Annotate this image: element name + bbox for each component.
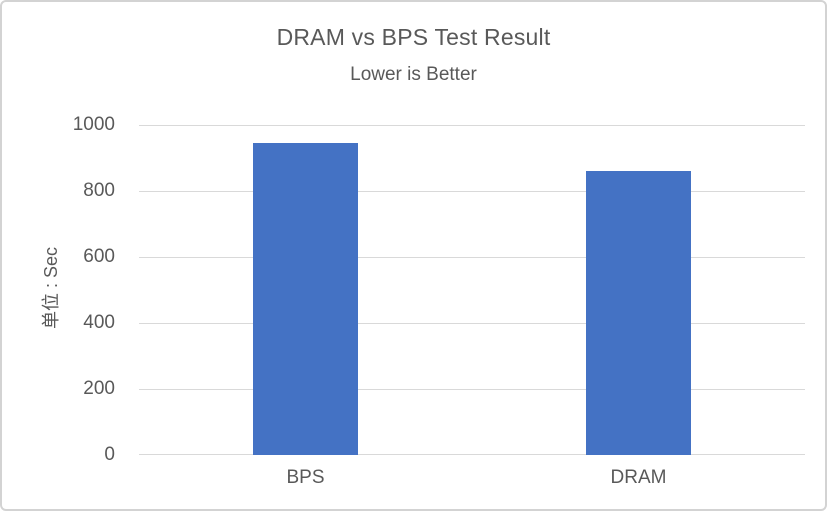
gridline-400 (139, 322, 805, 324)
gridline-800 (139, 190, 805, 192)
x-category-label-bps: BPS (286, 467, 325, 488)
y-tick-label-1000: 1000 (72, 114, 115, 135)
y-tick-label-400: 400 (83, 312, 115, 333)
gridline-200 (139, 388, 805, 390)
chart-title: DRAM vs BPS Test Result (276, 24, 551, 50)
bar-bps (253, 143, 358, 455)
chart-subtitle: Lower is Better (350, 64, 477, 85)
y-tick-label-600: 600 (83, 246, 115, 267)
plot-area (139, 124, 805, 455)
y-axis-tick-labels: 0 200 400 600 800 1000 (2, 114, 115, 465)
x-axis-line (139, 454, 805, 455)
gridline-600 (139, 256, 805, 258)
x-category-label-dram: DRAM (610, 467, 667, 488)
gridline-1000 (139, 124, 805, 126)
y-tick-label-0: 0 (104, 444, 115, 465)
y-tick-label-200: 200 (83, 378, 115, 399)
x-axis-category-labels: BPS DRAM (139, 467, 805, 495)
y-tick-label-800: 800 (83, 180, 115, 201)
bar-dram (586, 170, 691, 455)
